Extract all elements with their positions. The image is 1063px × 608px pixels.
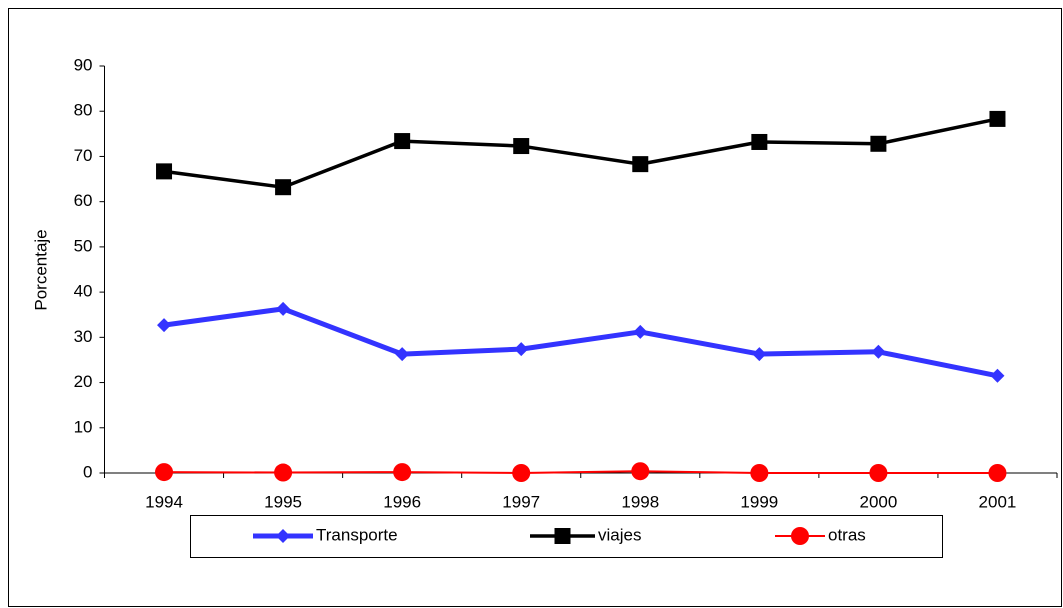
y-tick-label: 60 xyxy=(74,191,93,210)
x-tick-label: 1998 xyxy=(621,492,659,511)
legend-marker xyxy=(554,528,571,544)
data-point xyxy=(514,342,529,357)
data-point xyxy=(275,179,292,196)
data-point xyxy=(276,301,291,316)
legend-label: viajes xyxy=(598,525,641,544)
x-tick-label: 1995 xyxy=(264,492,302,511)
y-axis-title: Porcentaje xyxy=(31,229,50,310)
x-tick-label: 2001 xyxy=(979,492,1017,511)
data-point xyxy=(395,347,410,362)
y-tick-label: 90 xyxy=(74,55,93,74)
chart-frame xyxy=(8,8,1062,607)
y-tick-label: 40 xyxy=(74,282,93,301)
data-point xyxy=(155,463,174,482)
data-point xyxy=(988,464,1007,482)
data-point xyxy=(633,324,648,339)
data-point xyxy=(751,133,768,150)
y-tick-label: 10 xyxy=(74,417,93,436)
series-line xyxy=(163,117,998,189)
y-tick-label: 0 xyxy=(83,462,92,481)
legend-marker xyxy=(276,529,290,543)
data-point xyxy=(157,318,172,333)
legend-label: Transporte xyxy=(316,525,398,544)
legend-marker xyxy=(791,527,809,545)
y-tick-label: 50 xyxy=(74,236,93,255)
data-point xyxy=(990,368,1005,383)
data-point xyxy=(156,163,173,180)
data-point xyxy=(871,344,886,359)
data-point xyxy=(870,135,887,152)
series-line xyxy=(164,470,998,474)
legend-label: otras xyxy=(828,525,866,544)
x-tick-label: 1994 xyxy=(145,492,183,511)
data-point xyxy=(394,133,411,150)
data-point xyxy=(989,110,1006,127)
data-point xyxy=(752,347,767,362)
data-point xyxy=(750,464,769,482)
y-tick-label: 70 xyxy=(74,146,93,165)
x-tick-label: 1997 xyxy=(502,492,540,511)
series-line xyxy=(163,306,998,379)
y-tick-label: 80 xyxy=(74,101,93,120)
data-point xyxy=(631,462,650,481)
data-point xyxy=(632,156,649,173)
x-tick-label: 2000 xyxy=(859,492,897,511)
data-point xyxy=(393,463,412,482)
data-point xyxy=(512,464,531,482)
data-point xyxy=(513,138,530,155)
y-tick-label: 30 xyxy=(74,327,93,346)
x-tick-label: 1999 xyxy=(740,492,778,511)
data-point xyxy=(274,463,293,482)
data-point xyxy=(869,464,888,482)
x-tick-label: 1996 xyxy=(383,492,421,511)
y-tick-label: 20 xyxy=(74,372,93,391)
